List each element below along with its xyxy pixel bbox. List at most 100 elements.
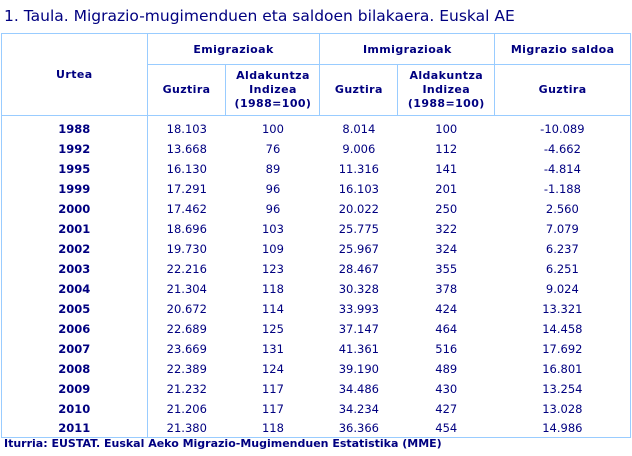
cell-immigration-total: 33.993 bbox=[338, 302, 379, 316]
cell-emigration-index: 100 bbox=[261, 122, 284, 136]
cell-immigration-total: 8.014 bbox=[342, 122, 376, 136]
cell-year: 2008 bbox=[1, 359, 148, 379]
cell-balance-total: -10.089 bbox=[540, 122, 585, 136]
cell-emigration-index: 103 bbox=[261, 222, 284, 236]
table-row: 2000 17.462 96 20.022 250 2.560 bbox=[1, 199, 631, 219]
table-row: 2010 21.206 117 34.234 427 13.028 bbox=[1, 399, 631, 419]
cell-immigration-total: 25.967 bbox=[338, 242, 379, 256]
cell-immigration-index: 427 bbox=[435, 402, 458, 416]
cell-immigration-index: 201 bbox=[435, 182, 458, 196]
cell-year: 2011 bbox=[1, 419, 148, 438]
cell-balance-total: -1.188 bbox=[543, 182, 581, 196]
cell-balance-total: 13.028 bbox=[542, 402, 583, 416]
cell-immigration-index: 100 bbox=[435, 122, 458, 136]
cell-year: 2003 bbox=[1, 259, 148, 279]
source-note: Iturria: EUSTAT. Euskal Aeko Migrazio-Mu… bbox=[4, 437, 442, 450]
header-immigration-index: Aldakuntza Indizea (1988=100) bbox=[397, 64, 496, 116]
cell-balance-total: -4.814 bbox=[543, 162, 581, 176]
table-row: 2003 22.216 123 28.467 355 6.251 bbox=[1, 259, 631, 279]
cell-immigration-total: 16.103 bbox=[338, 182, 379, 196]
cell-emigration-index: 124 bbox=[261, 362, 284, 376]
table-row: 1999 17.291 96 16.103 201 -1.188 bbox=[1, 179, 631, 199]
cell-year: 2009 bbox=[1, 379, 148, 399]
cell-emigration-index: 96 bbox=[265, 202, 281, 216]
cell-balance-total: 13.254 bbox=[542, 382, 583, 396]
cell-emigration-index: 89 bbox=[265, 162, 281, 176]
cell-year: 2007 bbox=[1, 339, 148, 359]
cell-year: 2001 bbox=[1, 219, 148, 239]
table-row: 1992 13.668 76 9.006 112 -4.662 bbox=[1, 139, 631, 159]
cell-emigration-total: 22.389 bbox=[166, 362, 207, 376]
cell-emigration-total: 23.669 bbox=[166, 342, 207, 356]
cell-balance-total: 14.986 bbox=[542, 421, 583, 435]
cell-immigration-index: 489 bbox=[435, 362, 458, 376]
cell-immigration-total: 30.328 bbox=[338, 282, 379, 296]
cell-immigration-index: 454 bbox=[435, 421, 458, 435]
cell-emigration-total: 17.462 bbox=[166, 202, 207, 216]
cell-immigration-total: 11.316 bbox=[338, 162, 379, 176]
header-balance-total: Guztira bbox=[494, 64, 631, 116]
cell-balance-total: 2.560 bbox=[545, 202, 579, 216]
cell-year: 1995 bbox=[1, 159, 148, 179]
cell-emigration-index: 96 bbox=[265, 182, 281, 196]
table-row: 2004 21.304 118 30.328 378 9.024 bbox=[1, 279, 631, 299]
cell-emigration-total: 22.216 bbox=[166, 262, 207, 276]
cell-emigration-index: 118 bbox=[261, 282, 284, 296]
cell-emigration-index: 123 bbox=[261, 262, 284, 276]
cell-immigration-index: 355 bbox=[435, 262, 458, 276]
table-row: 2009 21.232 117 34.486 430 13.254 bbox=[1, 379, 631, 399]
cell-emigration-total: 18.103 bbox=[166, 122, 207, 136]
cell-emigration-total: 16.130 bbox=[166, 162, 207, 176]
cell-immigration-index: 322 bbox=[435, 222, 458, 236]
cell-emigration-index: 114 bbox=[261, 302, 284, 316]
cell-emigration-index: 109 bbox=[261, 242, 284, 256]
cell-immigration-total: 36.366 bbox=[338, 421, 379, 435]
cell-immigration-index: 141 bbox=[435, 162, 458, 176]
cell-year: 1988 bbox=[1, 115, 148, 139]
cell-year: 2002 bbox=[1, 239, 148, 259]
table-row: 2005 20.672 114 33.993 424 13.321 bbox=[1, 299, 631, 319]
cell-balance-total: 7.079 bbox=[545, 222, 579, 236]
cell-emigration-total: 21.206 bbox=[166, 402, 207, 416]
table-row: 2008 22.389 124 39.190 489 16.801 bbox=[1, 359, 631, 379]
cell-immigration-index: 324 bbox=[435, 242, 458, 256]
header-balance: Migrazio saldoa bbox=[494, 33, 631, 65]
cell-emigration-total: 13.668 bbox=[166, 142, 207, 156]
cell-emigration-index: 117 bbox=[261, 382, 284, 396]
header-emigration-total: Guztira bbox=[146, 64, 227, 116]
cell-emigration-total: 21.232 bbox=[166, 382, 207, 396]
header-emigration-index: Aldakuntza Indizea (1988=100) bbox=[225, 64, 321, 116]
cell-year: 2004 bbox=[1, 279, 148, 299]
cell-emigration-total: 20.672 bbox=[166, 302, 207, 316]
cell-immigration-index: 378 bbox=[435, 282, 458, 296]
cell-year: 2006 bbox=[1, 319, 148, 339]
header-emigration: Emigrazioak bbox=[146, 33, 321, 65]
cell-immigration-index: 250 bbox=[435, 202, 458, 216]
cell-balance-total: 16.801 bbox=[542, 362, 583, 376]
table-row: 2006 22.689 125 37.147 464 14.458 bbox=[1, 319, 631, 339]
cell-immigration-total: 34.486 bbox=[338, 382, 379, 396]
cell-immigration-index: 516 bbox=[435, 342, 458, 356]
cell-immigration-total: 37.147 bbox=[338, 322, 379, 336]
cell-immigration-total: 20.022 bbox=[338, 202, 379, 216]
table-row: 1988 18.103 100 8.014 100 -10.089 bbox=[1, 115, 631, 139]
cell-immigration-total: 28.467 bbox=[338, 262, 379, 276]
cell-immigration-index: 464 bbox=[435, 322, 458, 336]
header-year: Urtea bbox=[1, 33, 148, 116]
table-row: 2001 18.696 103 25.775 322 7.079 bbox=[1, 219, 631, 239]
cell-year: 2005 bbox=[1, 299, 148, 319]
cell-immigration-total: 25.775 bbox=[338, 222, 379, 236]
table-row: 2011 21.380 118 36.366 454 14.986 bbox=[1, 419, 631, 438]
cell-immigration-index: 424 bbox=[435, 302, 458, 316]
cell-emigration-index: 117 bbox=[261, 402, 284, 416]
cell-balance-total: 14.458 bbox=[542, 322, 583, 336]
cell-year: 1999 bbox=[1, 179, 148, 199]
cell-immigration-total: 9.006 bbox=[342, 142, 376, 156]
cell-emigration-index: 118 bbox=[261, 421, 284, 435]
cell-balance-total: 6.237 bbox=[545, 242, 579, 256]
cell-immigration-total: 34.234 bbox=[338, 402, 379, 416]
cell-emigration-total: 17.291 bbox=[166, 182, 207, 196]
cell-balance-total: 13.321 bbox=[542, 302, 583, 316]
cell-immigration-total: 39.190 bbox=[338, 362, 379, 376]
table-row: 2007 23.669 131 41.361 516 17.692 bbox=[1, 339, 631, 359]
